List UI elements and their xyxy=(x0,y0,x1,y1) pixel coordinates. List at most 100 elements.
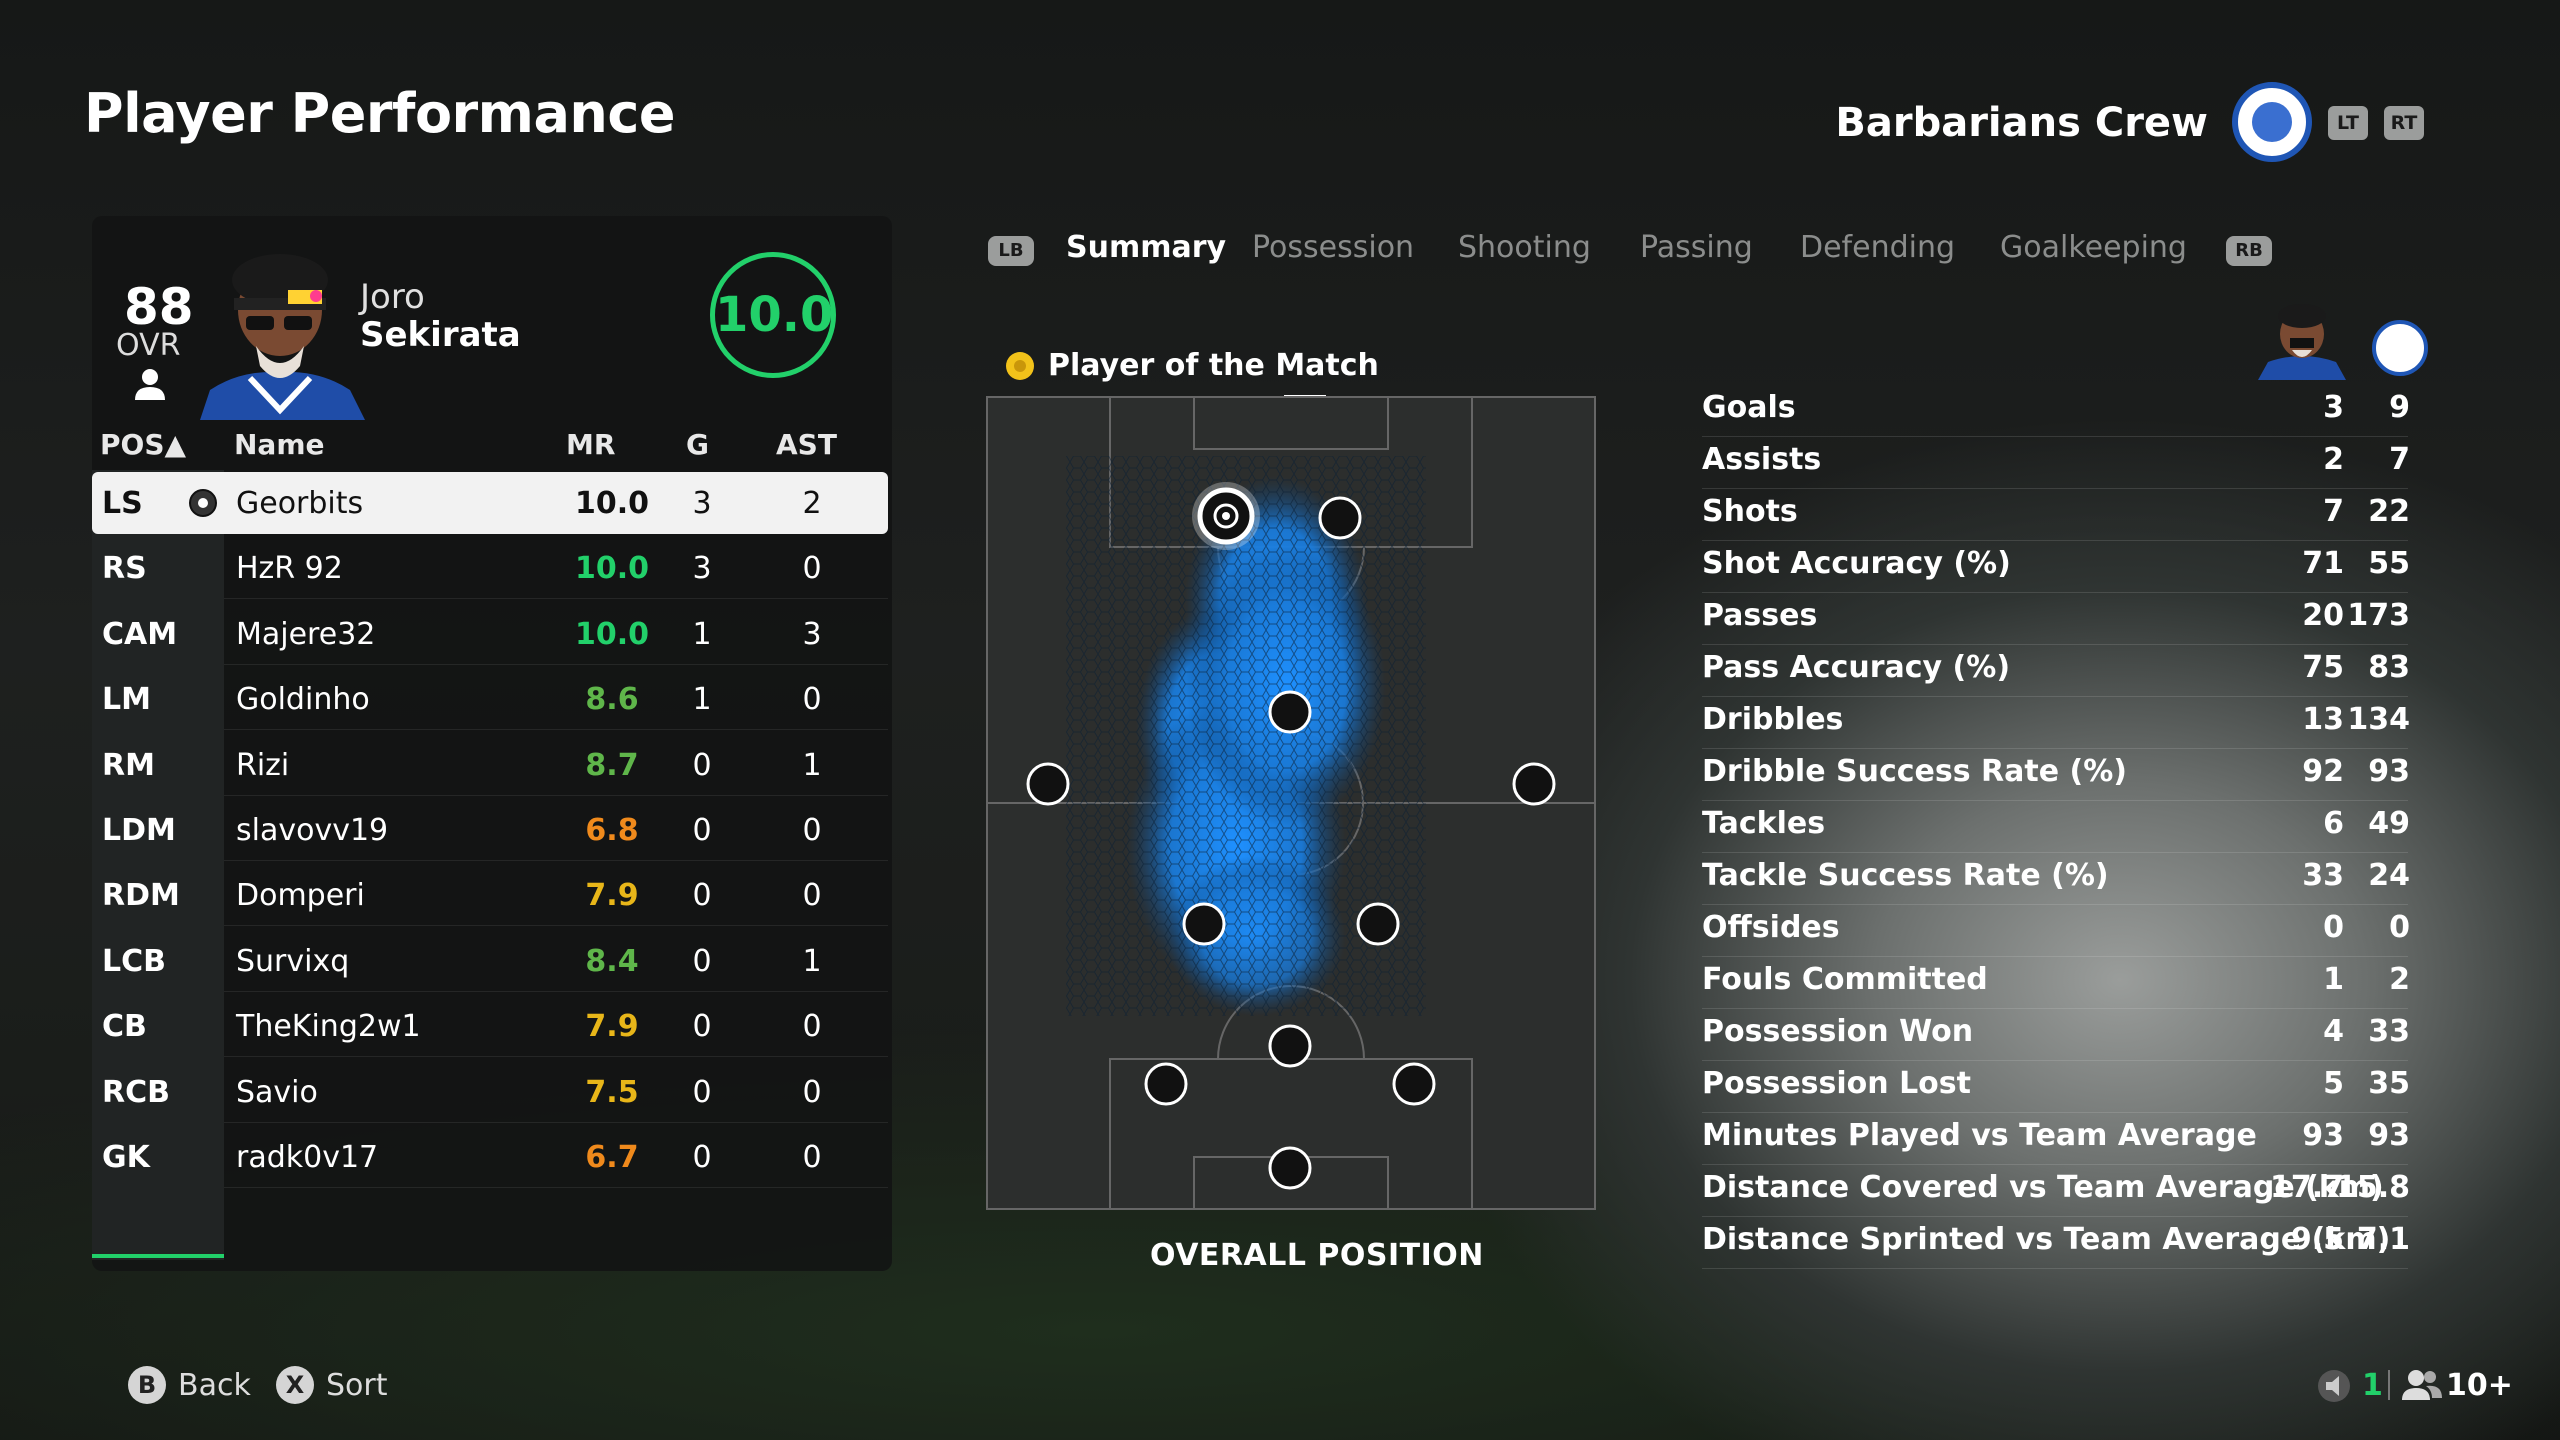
stat-player-value: 4 xyxy=(2323,1014,2344,1049)
row-goals: 0 xyxy=(692,813,712,848)
stat-label: Possession Lost xyxy=(1702,1066,1971,1101)
stat-team-value: 7.1 xyxy=(2356,1222,2410,1257)
row-name: Rizi xyxy=(236,748,290,783)
position-marker-rcb xyxy=(1392,1062,1436,1106)
players-count: 10+ xyxy=(2446,1368,2513,1403)
stat-label: Shot Accuracy (%) xyxy=(1702,546,2011,581)
table-row[interactable]: RS HzR 92 10.0 3 0 xyxy=(92,537,888,599)
col-header-pos[interactable]: POS▲ xyxy=(100,428,187,461)
table-row[interactable]: CB TheKing2w1 7.9 0 0 xyxy=(92,995,888,1057)
row-assists: 0 xyxy=(802,1009,822,1044)
row-assists: 0 xyxy=(802,682,822,717)
stat-label: Possession Won xyxy=(1702,1014,1974,1049)
club-crest-icon xyxy=(2232,82,2312,162)
stat-label: Goals xyxy=(1702,390,1796,425)
stat-divider xyxy=(1702,1060,2408,1061)
row-name: radk0v17 xyxy=(236,1140,379,1175)
row-match-rating: 7.5 xyxy=(585,1075,639,1110)
x-button-icon[interactable]: X xyxy=(276,1366,314,1404)
position-marker-lcb xyxy=(1144,1062,1188,1106)
stat-label: Dribble Success Rate (%) xyxy=(1702,754,2127,789)
row-goals: 0 xyxy=(692,878,712,913)
lt-trigger-button[interactable]: LT xyxy=(2328,106,2368,140)
row-match-rating: 6.7 xyxy=(585,1140,639,1175)
row-assists: 1 xyxy=(802,748,822,783)
col-header-ast[interactable]: AST xyxy=(776,428,837,461)
row-divider xyxy=(224,729,888,730)
col-header-mr[interactable]: MR xyxy=(566,428,616,461)
row-goals: 0 xyxy=(692,1009,712,1044)
voice-chat-icon xyxy=(2318,1370,2350,1402)
tab-goalkeeping[interactable]: Goalkeeping xyxy=(2000,230,2187,265)
row-match-rating: 10.0 xyxy=(574,551,650,586)
position-marker-lm xyxy=(1026,762,1070,806)
row-position: RCB xyxy=(102,1075,170,1110)
row-name: Georbits xyxy=(236,486,364,521)
players-icon xyxy=(2402,1370,2442,1400)
footer-divider xyxy=(2388,1370,2390,1400)
stat-divider xyxy=(1702,488,2408,489)
table-row[interactable]: LDM slavovv19 6.8 0 0 xyxy=(92,799,888,861)
sort-label[interactable]: Sort xyxy=(326,1368,388,1403)
stat-team-value: 33 xyxy=(2368,1014,2410,1049)
row-match-rating: 7.9 xyxy=(585,1009,639,1044)
stat-team-value: 7 xyxy=(2389,442,2410,477)
lb-bumper-button[interactable]: LB xyxy=(988,236,1034,266)
stat-label: Passes xyxy=(1702,598,1818,633)
stat-divider xyxy=(1702,748,2408,749)
rb-bumper-button[interactable]: RB xyxy=(2226,236,2272,266)
table-row[interactable]: GK radk0v17 6.7 0 0 xyxy=(92,1126,888,1188)
table-row[interactable]: CAM Majere32 10.0 1 3 xyxy=(92,603,888,665)
player-first-name: Joro xyxy=(360,277,425,317)
stat-divider xyxy=(1702,1268,2408,1269)
table-row[interactable]: LM Goldinho 8.6 1 0 xyxy=(92,668,888,730)
voice-count: 1 xyxy=(2362,1368,2383,1403)
stat-player-value: 7 xyxy=(2323,494,2344,529)
table-row[interactable]: RCB Savio 7.5 0 0 xyxy=(92,1061,888,1123)
position-marker-gk xyxy=(1268,1146,1312,1190)
table-row[interactable]: LCB Survixq 8.4 0 1 xyxy=(92,930,888,992)
rt-trigger-button[interactable]: RT xyxy=(2384,106,2424,140)
row-goals: 3 xyxy=(692,486,712,521)
row-position: CAM xyxy=(102,617,178,652)
row-goals: 1 xyxy=(692,617,712,652)
stat-player-value: 71 xyxy=(2302,546,2344,581)
tab-possession[interactable]: Possession xyxy=(1252,230,1415,265)
stat-divider xyxy=(1702,644,2408,645)
row-assists: 0 xyxy=(802,1140,822,1175)
back-label[interactable]: Back xyxy=(178,1368,251,1403)
row-match-rating: 8.4 xyxy=(585,944,639,979)
col-header-g[interactable]: G xyxy=(686,428,709,461)
stat-player-value: 1 xyxy=(2323,962,2344,997)
stat-player-value: 0 xyxy=(2323,910,2344,945)
table-row[interactable]: RM Rizi 8.7 0 1 xyxy=(92,734,888,796)
player-avatar xyxy=(200,254,365,420)
tab-summary[interactable]: Summary xyxy=(1066,230,1227,265)
position-marker-rs xyxy=(1318,496,1362,540)
stat-player-value: 75 xyxy=(2302,650,2344,685)
ovr-label: OVR xyxy=(116,328,181,363)
row-position: LM xyxy=(102,682,151,717)
row-assists: 3 xyxy=(802,617,822,652)
b-button-icon[interactable]: B xyxy=(128,1366,166,1404)
stat-team-value: 0 xyxy=(2389,910,2410,945)
table-row[interactable]: RDM Domperi 7.9 0 0 xyxy=(92,864,888,926)
row-match-rating: 6.8 xyxy=(585,813,639,848)
stat-player-value: 17.7 xyxy=(2269,1170,2344,1205)
row-position: LDM xyxy=(102,813,176,848)
stat-divider xyxy=(1702,904,2408,905)
col-header-name[interactable]: Name xyxy=(234,428,325,461)
player-of-the-match-label: Player of the Match xyxy=(1048,348,1379,383)
stat-team-value: 35 xyxy=(2368,1066,2410,1101)
heatmap-pitch xyxy=(986,396,1596,1210)
row-match-rating: 8.7 xyxy=(585,748,639,783)
table-row[interactable]: LS Georbits 10.0 3 2 xyxy=(92,472,888,534)
row-name: Survixq xyxy=(236,944,350,979)
tab-shooting[interactable]: Shooting xyxy=(1458,230,1591,265)
tab-defending[interactable]: Defending xyxy=(1800,230,1956,265)
stat-player-value: 3 xyxy=(2323,390,2344,425)
row-position: RS xyxy=(102,551,147,586)
stat-team-value: 24 xyxy=(2368,858,2410,893)
tab-passing[interactable]: Passing xyxy=(1640,230,1753,265)
position-marker-cam xyxy=(1268,690,1312,734)
